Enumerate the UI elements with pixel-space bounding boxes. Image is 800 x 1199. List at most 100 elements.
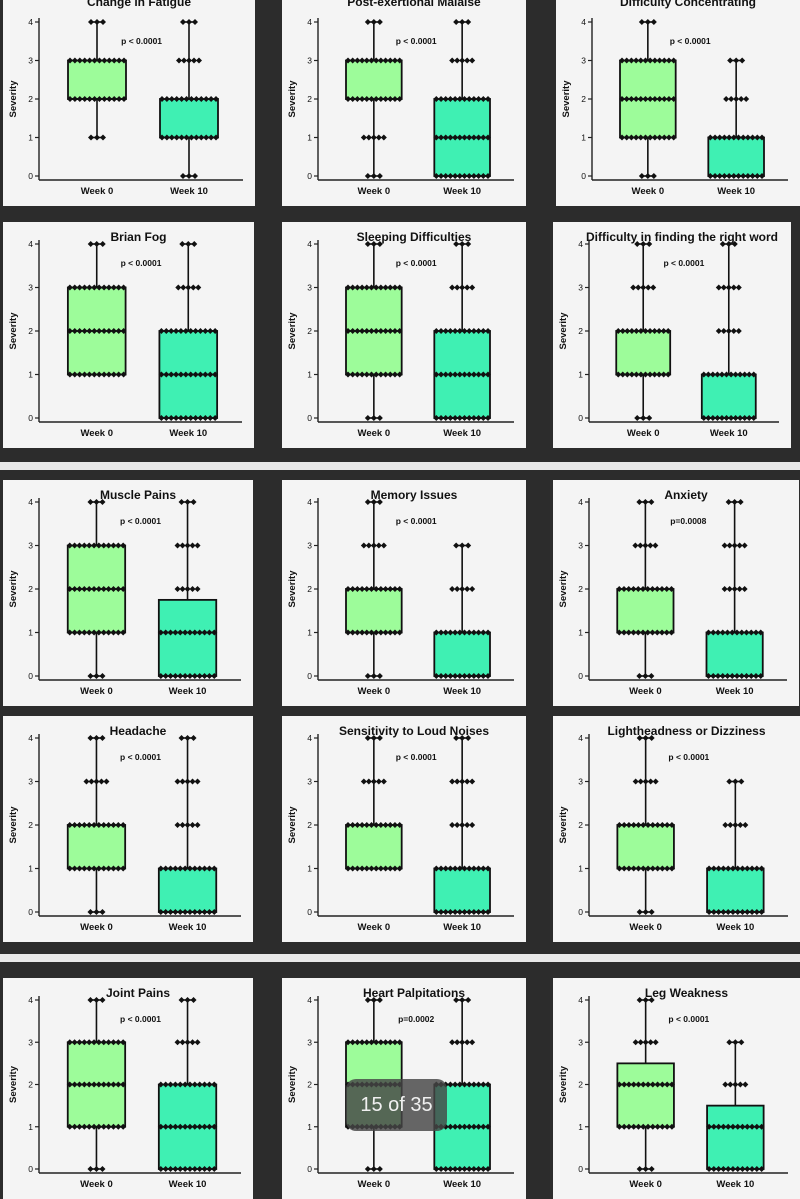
data-point: [100, 1039, 107, 1046]
chart-title: Difficulty Concentrating: [620, 0, 756, 9]
data-point: [186, 57, 192, 64]
data-point: [86, 1123, 93, 1130]
y-axis-label: Severity: [8, 1065, 19, 1103]
data-point: [66, 1081, 73, 1088]
y-tick-label: 4: [307, 733, 312, 743]
data-point: [120, 1039, 127, 1046]
y-tick-label: 3: [581, 56, 586, 66]
page-counter-overlay[interactable]: 15 of 35: [346, 1079, 447, 1131]
data-point: [735, 134, 742, 141]
y-tick-label: 0: [578, 907, 583, 917]
y-tick-label: 4: [578, 995, 583, 1005]
data-point: [391, 328, 398, 334]
data-point: [76, 371, 83, 378]
data-point: [101, 96, 108, 102]
data-point: [382, 865, 389, 872]
data-point: [466, 96, 473, 102]
data-point: [475, 629, 482, 636]
data-point: [115, 1039, 122, 1046]
data-point: [197, 415, 204, 421]
x-category-label: Week 0: [358, 186, 391, 197]
data-point: [707, 134, 714, 141]
data-point: [99, 1166, 106, 1172]
y-tick-label: 4: [307, 17, 312, 27]
data-point: [71, 1039, 78, 1046]
data-point: [726, 542, 733, 549]
data-point: [647, 778, 654, 785]
data-point: [461, 328, 468, 334]
data-point: [638, 173, 645, 179]
data-point: [461, 415, 468, 421]
data-point: [211, 673, 218, 679]
data-point: [625, 822, 632, 828]
data-point: [628, 328, 635, 334]
x-category-label: Week 0: [80, 428, 113, 439]
data-point: [469, 822, 476, 828]
data-point: [433, 629, 440, 636]
data-point: [180, 173, 186, 179]
y-axis-label: Severity: [8, 570, 19, 608]
data-point: [670, 96, 677, 102]
data-point: [475, 1166, 482, 1172]
data-point: [376, 673, 383, 679]
box-week10: [158, 241, 219, 421]
data-point: [731, 241, 738, 247]
data-point: [651, 328, 658, 334]
data-point: [753, 1166, 760, 1172]
data-point: [442, 415, 449, 421]
data-point: [664, 822, 671, 828]
data-point: [87, 909, 94, 915]
data-point: [452, 328, 459, 334]
data-point: [668, 822, 675, 828]
data-point: [637, 542, 644, 549]
data-point: [725, 499, 732, 505]
data-point: [181, 57, 187, 64]
data-point: [732, 1039, 739, 1046]
data-point: [438, 134, 445, 141]
data-point: [387, 629, 394, 636]
data-point: [177, 909, 184, 915]
data-point: [178, 499, 185, 505]
data-point: [459, 586, 466, 592]
data-point: [120, 1123, 127, 1130]
data-point: [635, 629, 642, 636]
data-point: [189, 542, 196, 549]
data-point: [621, 1123, 628, 1130]
data-point: [196, 57, 202, 64]
data-point: [396, 865, 403, 872]
data-point: [121, 57, 127, 64]
x-category-label: Week 10: [717, 186, 755, 197]
data-point: [485, 1081, 491, 1088]
data-point: [723, 96, 730, 102]
data-point: [636, 1166, 643, 1172]
x-category-label: Week 10: [169, 686, 207, 697]
data-point: [470, 673, 477, 679]
data-point: [739, 1166, 746, 1172]
x-category-label: Week 0: [629, 922, 662, 933]
x-category-label: Week 0: [358, 922, 391, 933]
data-point: [376, 499, 383, 505]
data-point: [438, 1166, 445, 1172]
y-tick-label: 1: [581, 133, 586, 143]
data-point: [630, 865, 637, 872]
data-point: [746, 371, 753, 378]
data-point: [459, 1039, 466, 1046]
data-point: [624, 328, 631, 334]
data-point: [625, 629, 632, 636]
data-point: [354, 822, 361, 828]
data-point: [185, 284, 192, 291]
data-point: [100, 134, 106, 141]
data-point: [749, 134, 756, 141]
data-point: [447, 96, 454, 102]
data-point: [81, 542, 88, 549]
data-point: [211, 865, 218, 872]
data-point: [370, 415, 377, 421]
data-point: [370, 134, 377, 141]
data-point: [359, 57, 366, 64]
data-point: [635, 865, 642, 872]
data-point: [670, 57, 677, 64]
data-point: [632, 1039, 639, 1046]
data-point: [168, 415, 175, 421]
data-point: [71, 371, 78, 378]
data-point: [721, 586, 728, 592]
